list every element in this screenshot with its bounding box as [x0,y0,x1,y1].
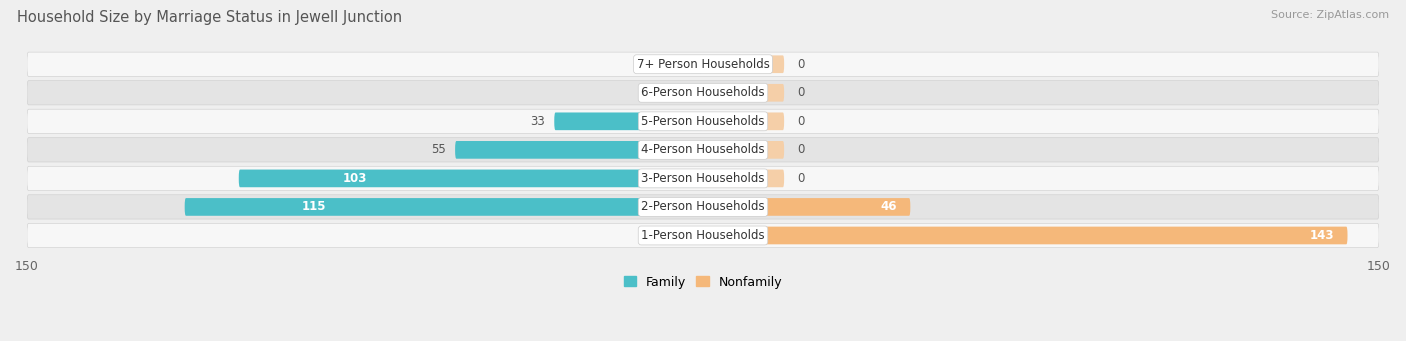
Text: 33: 33 [530,115,546,128]
Text: 0: 0 [797,143,806,157]
Text: 0: 0 [797,172,806,185]
Text: 1-Person Households: 1-Person Households [641,229,765,242]
FancyBboxPatch shape [703,84,785,102]
Text: 115: 115 [302,201,326,213]
Text: 7+ Person Households: 7+ Person Households [637,58,769,71]
FancyBboxPatch shape [703,55,785,73]
FancyBboxPatch shape [27,195,1379,219]
FancyBboxPatch shape [703,169,785,187]
FancyBboxPatch shape [27,52,1379,76]
Text: Source: ZipAtlas.com: Source: ZipAtlas.com [1271,10,1389,20]
Text: 0: 0 [797,115,806,128]
FancyBboxPatch shape [184,198,703,216]
Text: 5-Person Households: 5-Person Households [641,115,765,128]
FancyBboxPatch shape [27,138,1379,162]
Text: 0: 0 [797,86,806,99]
Text: 4-Person Households: 4-Person Households [641,143,765,157]
FancyBboxPatch shape [689,55,703,73]
Text: 9: 9 [645,86,654,99]
FancyBboxPatch shape [239,169,703,187]
FancyBboxPatch shape [703,198,910,216]
FancyBboxPatch shape [27,223,1379,248]
Text: Household Size by Marriage Status in Jewell Junction: Household Size by Marriage Status in Jew… [17,10,402,25]
Legend: Family, Nonfamily: Family, Nonfamily [619,271,787,294]
FancyBboxPatch shape [703,227,1347,244]
Text: 6-Person Households: 6-Person Households [641,86,765,99]
Text: 3: 3 [673,58,681,71]
FancyBboxPatch shape [27,166,1379,191]
FancyBboxPatch shape [703,141,785,159]
FancyBboxPatch shape [554,113,703,130]
FancyBboxPatch shape [662,84,703,102]
Text: 0: 0 [797,58,806,71]
FancyBboxPatch shape [27,81,1379,105]
FancyBboxPatch shape [27,109,1379,133]
FancyBboxPatch shape [703,113,785,130]
FancyBboxPatch shape [456,141,703,159]
Text: 46: 46 [880,201,897,213]
Text: 55: 55 [432,143,446,157]
Text: 2-Person Households: 2-Person Households [641,201,765,213]
Text: 143: 143 [1309,229,1334,242]
Text: 103: 103 [343,172,367,185]
Text: 3-Person Households: 3-Person Households [641,172,765,185]
